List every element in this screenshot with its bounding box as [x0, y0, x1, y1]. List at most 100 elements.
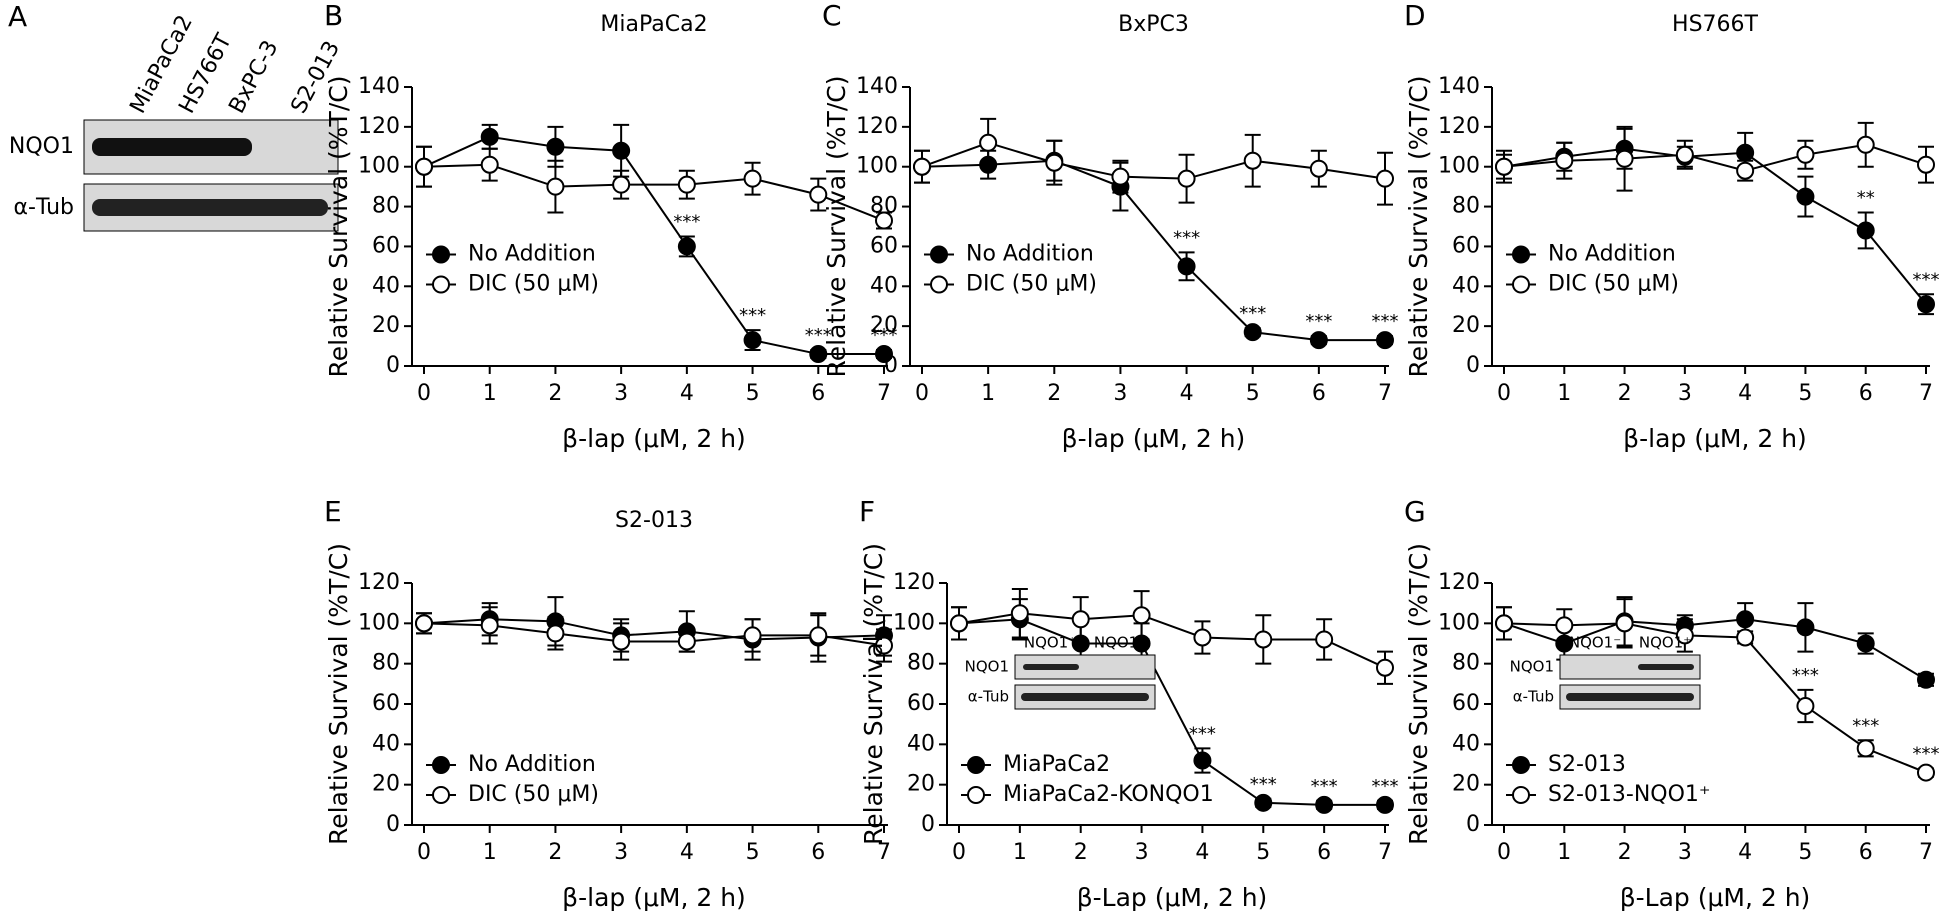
chart-title: MiaPaCa2 — [600, 12, 707, 37]
x-tick-label: 6 — [1317, 840, 1331, 865]
data-point — [1555, 151, 1574, 170]
series-line — [423, 618, 885, 641]
inset-column-label: NQO1⁻ — [1094, 634, 1146, 652]
chart-title: S2-013 — [615, 508, 693, 533]
data-point — [677, 175, 696, 194]
data-point — [875, 211, 893, 230]
blot-row-label: NQO1 — [9, 134, 74, 159]
panel-label: G — [1404, 495, 1426, 528]
legend-label: No Addition — [966, 242, 1094, 267]
data-point — [1856, 739, 1875, 758]
x-tick-label: 3 — [614, 381, 628, 406]
y-tick-label: 120 — [1438, 570, 1480, 595]
x-tick-label: 1 — [483, 381, 497, 406]
x-tick-label: 4 — [680, 381, 694, 406]
blot-lane-label: BxPC-3 — [225, 36, 284, 117]
x-tick-label: 5 — [1798, 381, 1812, 406]
x-tick-label: 1 — [1557, 381, 1571, 406]
y-axis-label: Relative Survival (%T/C) — [859, 543, 888, 845]
data-point — [1315, 795, 1334, 814]
x-tick-label: 5 — [746, 381, 760, 406]
inset-column-label: NQO1⁺ — [1639, 634, 1691, 652]
series-line — [921, 159, 1385, 342]
x-tick-label: 5 — [1798, 840, 1812, 865]
data-point — [1675, 145, 1694, 164]
x-tick-label: 3 — [614, 840, 628, 865]
y-axis-label: Relative Survival (%T/C) — [324, 76, 353, 378]
legend-marker — [967, 786, 985, 804]
legend-label: S2-013 — [1548, 752, 1626, 777]
y-tick-label: 80 — [870, 194, 898, 219]
series-line — [1503, 618, 1927, 681]
x-tick-label: 1 — [981, 381, 995, 406]
legend-marker — [967, 756, 985, 774]
y-tick-label: 60 — [372, 691, 400, 716]
data-point — [546, 137, 565, 156]
y-tick-label: 60 — [1452, 233, 1480, 258]
y-tick-label: 120 — [358, 114, 400, 139]
data-point — [1376, 658, 1394, 677]
x-tick-label: 2 — [1047, 381, 1061, 406]
data-point — [1555, 616, 1574, 635]
blot-band — [92, 199, 328, 216]
legend-marker — [432, 275, 450, 294]
x-axis-label: β-Lap (μM, 2 h) — [1077, 883, 1268, 912]
data-point — [677, 237, 696, 256]
y-tick-label: 80 — [1452, 194, 1480, 219]
y-tick-label: 40 — [870, 273, 898, 298]
y-tick-label: 20 — [907, 772, 935, 797]
inset-band — [1023, 664, 1079, 670]
data-point — [1736, 628, 1755, 647]
significance-label: *** — [871, 325, 898, 346]
y-tick-label: 40 — [372, 273, 400, 298]
series-line — [423, 622, 885, 647]
significance-label: *** — [1189, 723, 1216, 744]
series-line — [1503, 143, 1927, 172]
data-point — [1376, 795, 1394, 814]
panel-label: F — [859, 495, 875, 528]
significance-label: *** — [1913, 744, 1940, 765]
data-point — [1376, 169, 1394, 188]
data-point — [1111, 167, 1130, 186]
data-point — [677, 632, 696, 651]
y-tick-label: 80 — [372, 651, 400, 676]
data-point — [1615, 614, 1634, 633]
legend-label: DIC (50 μM) — [966, 272, 1097, 297]
y-tick-label: 140 — [358, 74, 400, 99]
data-point — [1243, 323, 1262, 342]
significance-label: *** — [1305, 311, 1332, 332]
blot-row-label: α-Tub — [14, 195, 74, 220]
data-point — [612, 632, 631, 651]
x-tick-label: 5 — [1256, 840, 1270, 865]
x-tick-label: 7 — [1378, 840, 1392, 865]
y-axis-label: Relative Survival (%T/C) — [1404, 543, 1433, 845]
data-point — [1254, 793, 1273, 812]
data-point — [1495, 157, 1513, 176]
significance-label: *** — [1913, 269, 1940, 290]
legend-label: DIC (50 μM) — [468, 272, 599, 297]
data-point — [612, 141, 631, 160]
y-tick-label: 40 — [1452, 731, 1480, 756]
x-tick-label: 0 — [952, 840, 966, 865]
x-tick-label: 7 — [877, 381, 891, 406]
x-tick-label: 0 — [417, 840, 431, 865]
x-tick-label: 7 — [1919, 840, 1933, 865]
data-point — [1071, 610, 1090, 629]
significance-label: *** — [1372, 311, 1399, 332]
y-tick-label: 40 — [372, 731, 400, 756]
y-tick-label: 60 — [372, 233, 400, 258]
data-point — [1796, 187, 1815, 206]
x-axis-label: β-lap (μM, 2 h) — [1062, 424, 1246, 453]
significance-label: *** — [739, 305, 766, 326]
x-tick-label: 6 — [1312, 381, 1326, 406]
y-tick-label: 0 — [1466, 353, 1480, 378]
y-tick-label: 0 — [921, 812, 935, 837]
data-point — [415, 614, 433, 633]
x-tick-label: 1 — [483, 840, 497, 865]
inset-band — [1566, 693, 1694, 701]
legend-label: No Addition — [468, 242, 596, 267]
data-point — [1796, 145, 1815, 164]
significance-label: *** — [673, 211, 700, 232]
data-point — [1309, 159, 1328, 178]
legend-label: MiaPaCa2-KONQO1 — [1003, 782, 1214, 807]
